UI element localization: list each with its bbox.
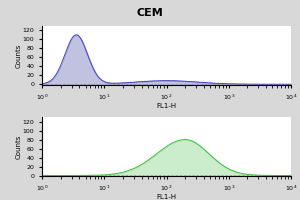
Text: CEM: CEM: [136, 8, 164, 18]
Y-axis label: Counts: Counts: [15, 43, 21, 68]
X-axis label: FL1-H: FL1-H: [156, 103, 177, 109]
X-axis label: FL1-H: FL1-H: [156, 194, 177, 200]
Y-axis label: Counts: Counts: [15, 134, 21, 159]
